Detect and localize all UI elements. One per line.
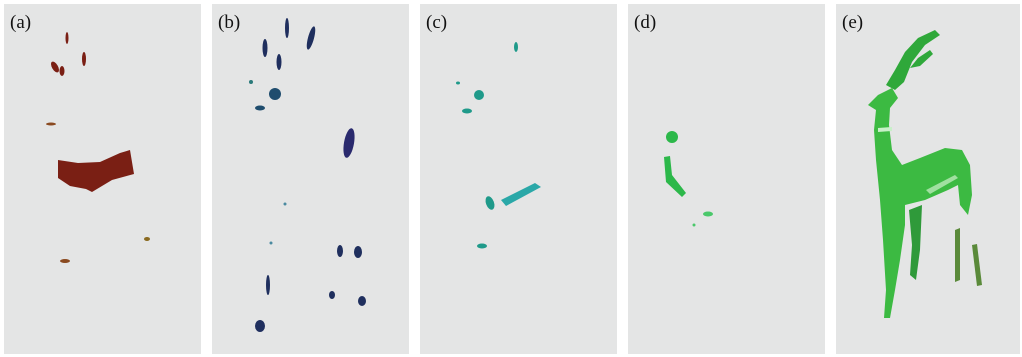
panel-label: (b) [218,12,240,33]
panel-c [420,4,617,354]
panel-label: (a) [10,12,31,33]
figure: (a) (b) (c) (d) (e) [0,0,1022,357]
panel-label: (c) [426,12,447,33]
panel-d [628,4,825,354]
panel-label: (d) [634,12,656,33]
page: (a) (b) (c) (d) (e) [0,0,1022,357]
panel-label: (e) [842,12,863,33]
panel-b [212,4,409,354]
